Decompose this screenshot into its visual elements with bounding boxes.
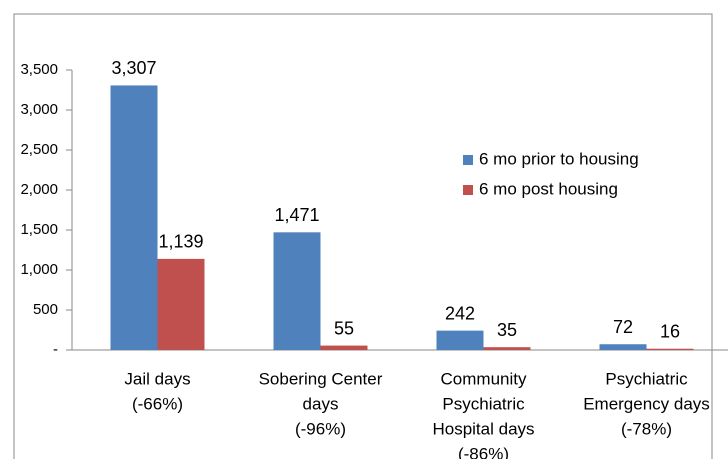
y-tick-label: 1,000 <box>20 261 58 278</box>
x-tick-label: Sobering Center <box>259 369 383 388</box>
x-tick-label: (-86%) <box>458 444 509 459</box>
bar <box>483 347 531 350</box>
data-label: 242 <box>445 303 475 323</box>
x-tick-label: Jail days <box>124 369 190 388</box>
y-tick-label: 3,000 <box>20 101 58 118</box>
bar <box>273 232 321 350</box>
data-label: 1,139 <box>158 232 203 252</box>
data-label: 1,471 <box>274 205 319 225</box>
bar <box>110 85 158 350</box>
legend-label: 6 mo post housing <box>479 179 618 198</box>
y-tick-label: 3,500 <box>20 61 58 78</box>
chart-frame <box>13 13 713 459</box>
data-label: 72 <box>613 317 633 337</box>
x-tick-label: (-96%) <box>295 419 346 438</box>
y-tick-label: 1,500 <box>20 221 58 238</box>
data-label: 35 <box>497 320 517 340</box>
bar <box>646 348 694 350</box>
bar <box>599 344 647 350</box>
x-tick-label: (-78%) <box>621 419 672 438</box>
x-tick-label: Psychiatric <box>442 394 525 413</box>
x-tick-label: Community <box>441 369 527 388</box>
legend-label: 6 mo prior to housing <box>479 149 639 168</box>
data-label: 55 <box>334 318 354 338</box>
y-tick-label: - <box>53 341 58 358</box>
y-tick-label: 2,500 <box>20 141 58 158</box>
bar <box>320 345 368 350</box>
bar <box>436 330 484 350</box>
data-label: 3,307 <box>111 58 156 78</box>
legend-swatch <box>463 185 473 195</box>
x-tick-label: (-66%) <box>132 394 183 413</box>
x-tick-label: Emergency days <box>583 394 710 413</box>
data-label: 16 <box>660 321 680 341</box>
bar <box>157 258 205 350</box>
y-tick-label: 2,000 <box>20 181 58 198</box>
x-tick-label: days <box>303 394 339 413</box>
legend-swatch <box>463 155 473 165</box>
y-tick-label: 500 <box>33 301 58 318</box>
x-tick-label: Hospital days <box>432 419 534 438</box>
x-tick-label: Psychiatric <box>605 369 688 388</box>
